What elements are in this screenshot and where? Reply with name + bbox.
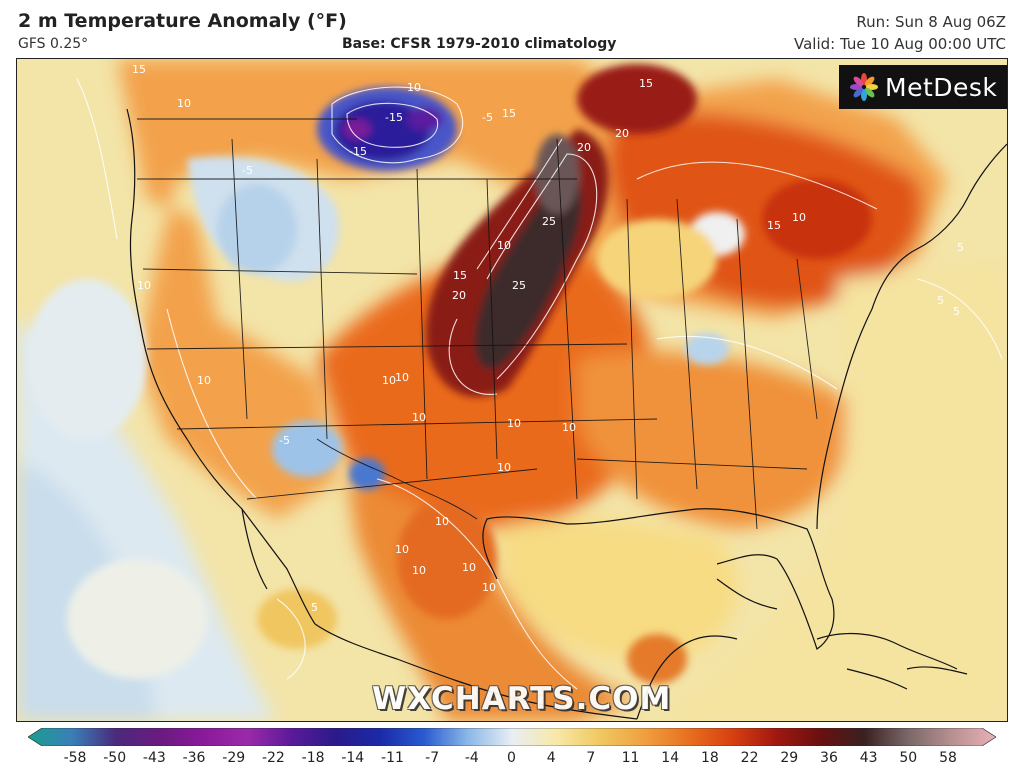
colorbar-tick-label: -50 [103,750,127,766]
contour-label: -5 [242,164,253,177]
contour-label: 10 [462,561,476,574]
contour-label: 25 [512,279,526,292]
colorbar-tick-label: 0 [507,750,516,766]
climatology-base-label: Base: CFSR 1979-2010 climatology [342,36,617,52]
colorbar-tick-label: -29 [222,750,246,766]
contour-label: 10 [137,279,151,292]
contour-label: 15 [453,269,467,282]
contour-label: 10 [497,239,511,252]
flower-logo-icon [850,73,878,101]
contour-label: -15 [349,145,367,158]
contour-label: -5 [482,111,493,124]
contour-label: 5 [311,601,318,614]
colorbar-tick-label: 50 [899,750,918,766]
contour-label: 10 [792,211,806,224]
valid-time-label: Valid: Tue 10 Aug 00:00 UTC [794,35,1006,53]
colorbar-tick-label: -11 [381,750,404,766]
contour-label: -5 [279,434,290,447]
contour-label: 10 [395,371,409,384]
contour-label: 10 [197,374,211,387]
contour-label: 15 [767,219,781,232]
contour-label: 10 [497,461,511,474]
anomaly-map: 15 10 -15 -5 -15 10 -5 15 20 20 25 15 20… [16,58,1008,722]
anomaly-field-detail [27,64,872,684]
contour-label: 20 [452,289,466,302]
colorbar-tick-label: 7 [586,750,596,766]
contour-label: 5 [957,241,964,254]
contour-label: 10 [482,581,496,594]
colorbar-tick-label: 14 [661,750,680,766]
colorbar-tick-label: 36 [820,750,838,766]
contour-label: 5 [953,305,960,318]
contour-label: 10 [435,515,449,528]
colorbar-tick-label: -43 [142,750,166,766]
watermark-text: WXCHARTS.COM [372,681,672,717]
coastlines [126,108,1007,720]
contour-label: 15 [132,63,146,76]
contour-label: 10 [412,564,426,577]
contour-label: 10 [407,81,421,94]
anomaly-field-smooth [17,59,1007,721]
colorbar-tick-label: -36 [182,750,206,766]
colorbar-tick-label: 11 [621,750,640,766]
contour-label: 15 [639,77,653,90]
metdesk-logo: MetDesk [839,65,1007,109]
colorbar-tick-label: -22 [261,750,285,766]
model-label: GFS 0.25° [18,36,89,52]
contour-label: 10 [395,543,409,556]
contour-label: 10 [412,411,426,424]
colorbar-tick-label: -7 [425,750,440,766]
contour-label: 10 [507,417,521,430]
colorbar-gradient [28,728,996,746]
contour-value-labels: 15 10 -15 -5 -15 10 -5 15 20 20 25 15 20… [132,63,964,614]
contour-lines [76,78,1003,690]
contour-label: 20 [577,141,591,154]
colorbar-tick-label: 4 [546,750,556,766]
colorbar [28,728,996,746]
map-canvas: 15 10 -15 -5 -15 10 -5 15 20 20 25 15 20… [17,59,1007,721]
colorbar-tick-label: 43 [859,750,878,766]
contour-label: 10 [177,97,191,110]
contour-label: 10 [562,421,576,434]
colorbar-tick-label: 29 [780,750,799,766]
colorbar-tick-label: -18 [301,750,325,766]
colorbar-tick-label: 18 [700,750,719,766]
contour-label: 25 [542,215,556,228]
colorbar-tick-label: -14 [341,750,365,766]
colorbar-tick-label: 22 [740,750,759,766]
contour-label: 15 [502,107,516,120]
chart-title: 2 m Temperature Anomaly (°F) [18,10,347,32]
colorbar-ticks: -58 -50 -43 -36 -29 -22 -18 -14 -11 -7 -4 0 4 7 11 14 18… [0,748,1024,772]
contour-label: 10 [382,374,396,387]
colorbar-tick-label: 58 [939,750,957,766]
contour-label: -15 [385,111,403,124]
colorbar-tick-label: -4 [464,750,479,766]
logo-text: MetDesk [885,72,998,102]
contour-label: 20 [615,127,629,140]
run-time-label: Run: Sun 8 Aug 06Z [856,13,1006,31]
state-borders [137,118,818,530]
colorbar-tick-label: -58 [63,750,87,766]
contour-label: 5 [937,294,944,307]
